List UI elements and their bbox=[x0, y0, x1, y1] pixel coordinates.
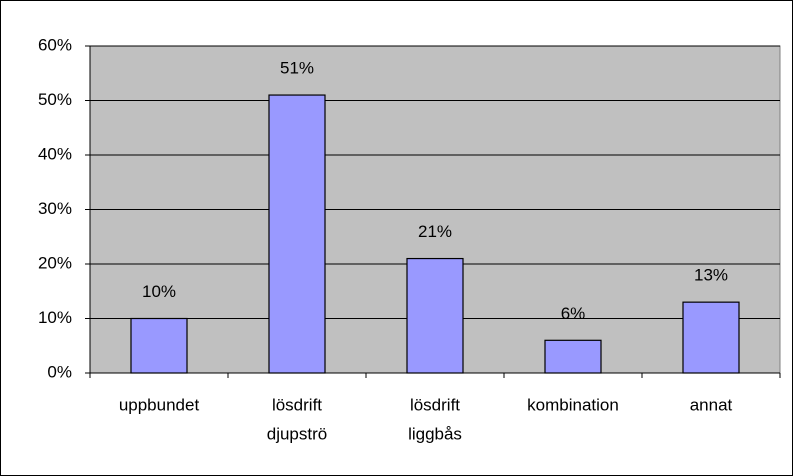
data-label: 6% bbox=[561, 304, 586, 323]
x-tick-label: liggbås bbox=[408, 424, 462, 443]
data-label: 51% bbox=[280, 59, 314, 78]
bar bbox=[682, 301, 740, 374]
y-tick-label: 10% bbox=[38, 308, 72, 327]
bar bbox=[268, 94, 326, 374]
x-tick-label: annat bbox=[690, 395, 733, 414]
bar bbox=[130, 317, 188, 374]
y-tick-label: 40% bbox=[38, 144, 72, 163]
y-tick-label: 50% bbox=[38, 90, 72, 109]
bar bbox=[544, 339, 602, 374]
x-tick-label: kombination bbox=[527, 395, 619, 414]
x-tick-label: lösdrift bbox=[410, 395, 460, 414]
data-label: 10% bbox=[142, 282, 176, 301]
x-tick-label: djupströ bbox=[267, 424, 327, 443]
y-tick-label: 60% bbox=[38, 35, 72, 54]
data-label: 21% bbox=[418, 222, 452, 241]
y-tick-label: 20% bbox=[38, 253, 72, 272]
y-tick-label: 30% bbox=[38, 199, 72, 218]
bar bbox=[406, 257, 464, 374]
data-label: 13% bbox=[694, 266, 728, 285]
x-tick-label: uppbundet bbox=[119, 395, 200, 414]
y-tick-label: 0% bbox=[47, 362, 72, 381]
x-tick-label: lösdrift bbox=[272, 395, 322, 414]
